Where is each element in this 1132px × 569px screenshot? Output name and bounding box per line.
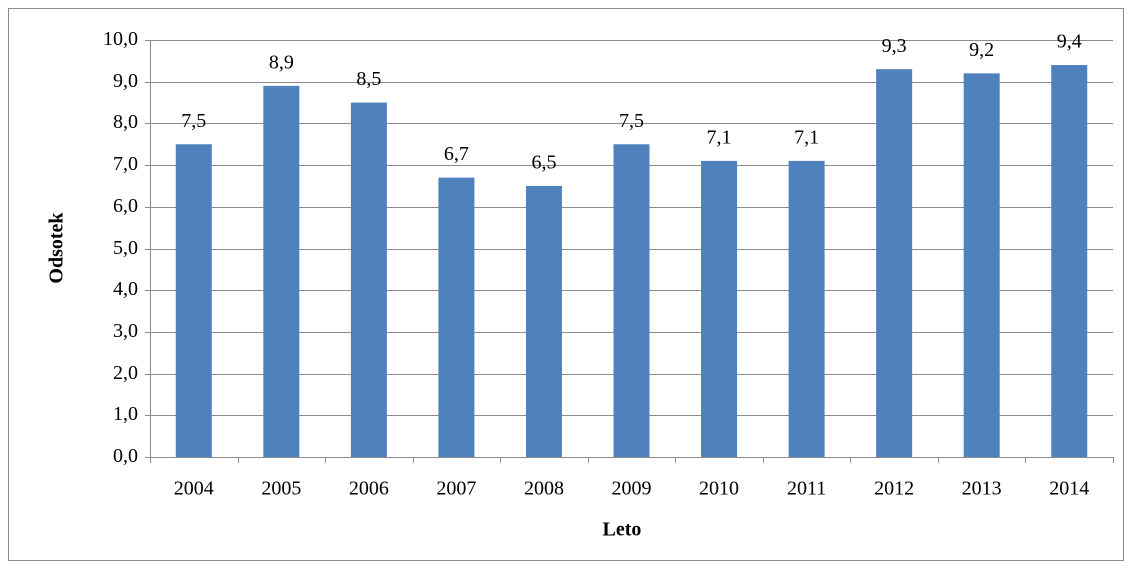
y-tick-label: 4,0 — [113, 278, 138, 300]
x-axis-label: Leto — [603, 519, 642, 541]
data-label: 7,5 — [619, 110, 644, 132]
x-tick-label: 2012 — [874, 478, 914, 500]
data-label: 9,4 — [1057, 31, 1082, 53]
x-tick-label: 2014 — [1049, 478, 1089, 500]
data-label: 7,5 — [181, 110, 206, 132]
y-tick-label: 9,0 — [113, 70, 138, 92]
bar — [525, 185, 562, 457]
bar — [788, 160, 825, 457]
data-label: 7,1 — [707, 127, 732, 149]
y-axis-label: Odsotek — [46, 212, 68, 284]
y-tick-label: 1,0 — [113, 403, 138, 425]
x-tick-label: 2011 — [787, 478, 826, 500]
x-tick-label: 2013 — [962, 478, 1002, 500]
y-tick-label: 3,0 — [113, 320, 138, 342]
y-tick-label: 2,0 — [113, 362, 138, 384]
data-label: 8,5 — [356, 68, 381, 90]
bar — [263, 85, 300, 458]
bar — [876, 69, 913, 457]
x-tick-label: 2005 — [261, 478, 301, 500]
y-tick-label: 8,0 — [113, 111, 138, 133]
y-tick-label: 7,0 — [113, 153, 138, 175]
bar — [613, 144, 650, 457]
data-label: 9,3 — [882, 35, 907, 57]
x-tick-label: 2008 — [524, 478, 564, 500]
data-label: 6,5 — [531, 152, 556, 174]
bar — [350, 102, 387, 458]
x-tick-label: 2007 — [436, 478, 476, 500]
data-label: 6,7 — [444, 143, 469, 165]
x-tick-label: 2010 — [699, 478, 739, 500]
y-tick-label: 0,0 — [113, 445, 138, 467]
x-tick-label: 2009 — [612, 478, 652, 500]
bar — [701, 160, 738, 457]
bar — [963, 73, 1000, 458]
data-label: 9,2 — [969, 39, 994, 61]
x-tick-label: 2006 — [349, 478, 389, 500]
bar — [438, 177, 475, 458]
y-tick-label: 5,0 — [113, 237, 138, 259]
y-tick-label: 6,0 — [113, 195, 138, 217]
x-tick-label: 2004 — [174, 478, 214, 500]
data-label: 8,9 — [269, 51, 294, 73]
bar — [1051, 65, 1088, 458]
bar — [175, 144, 212, 457]
data-label: 7,1 — [794, 127, 819, 149]
y-tick-label: 10,0 — [103, 28, 138, 50]
